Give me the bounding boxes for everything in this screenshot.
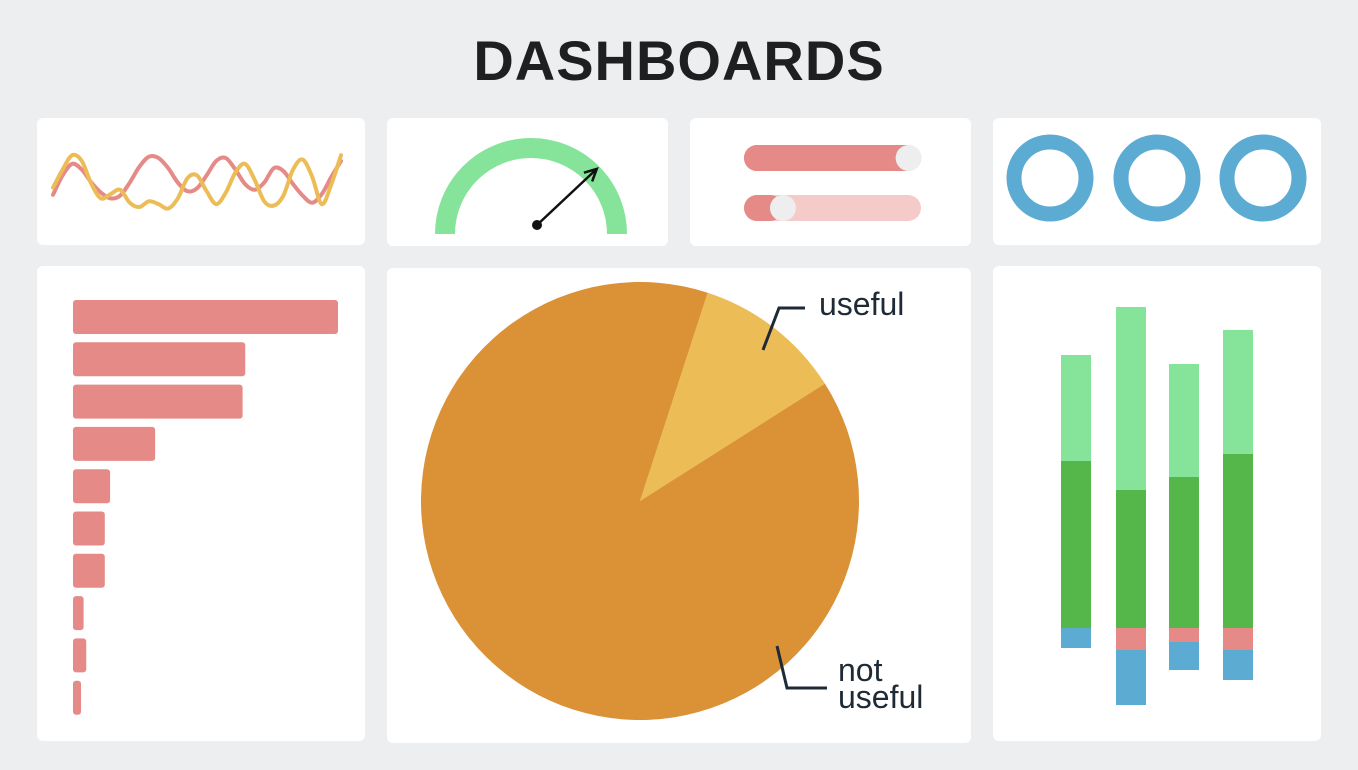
stacked-bar-4-segment-2 [1223,454,1253,628]
line-series-1 [51,153,343,205]
line-chart-card [37,118,365,245]
pie-slice-not-useful [420,281,859,720]
hbar-1 [73,300,338,334]
useful-leader-line [761,306,805,351]
ring-icon-3 [1219,134,1307,222]
hbar-9 [73,638,87,673]
stacked-bar-4-segment-4 [1223,650,1253,680]
hbar-3 [73,384,243,419]
gauge-needle [536,167,598,226]
stacked-bar-3-segment-1 [1169,364,1199,477]
not-useful-label-line1: not [838,652,883,688]
gauge-arc [435,138,627,235]
hbar-8 [73,596,84,631]
ring-icon-1 [1006,134,1094,222]
gauge-needle-arrow-icon [583,166,599,182]
ring-icon-2 [1113,134,1201,222]
gauge-pivot [532,220,542,230]
hbar-6 [73,511,105,546]
stacked-bar-2-segment-1 [1116,307,1146,490]
slider-knob-2[interactable] [769,195,796,221]
hbar-10 [73,680,81,715]
stacked-bar-2-segment-2 [1116,490,1146,628]
rings [1006,134,1307,222]
not-useful-leader-line [775,645,827,690]
stacked-bar-1-segment-1 [1061,355,1091,461]
not-useful-label-line2: useful [838,679,923,715]
useful-label: useful [819,286,904,322]
pie-chart: useful not useful [420,281,923,720]
stacked-bar-1-segment-2 [1061,461,1091,628]
stacked-bar-chart-card [993,266,1321,741]
line-chart [51,152,343,211]
stacked-bar-1-segment-4 [1061,628,1091,648]
stacked-bar-4-segment-1 [1223,330,1253,454]
hbar-chart-card [37,266,365,741]
hbar-7 [73,553,105,588]
page-title: DASHBOARDS [473,29,885,92]
pie-slice-useful [640,292,825,501]
line-series-2 [51,152,343,211]
pie-chart-card: useful not useful [387,268,971,743]
sliders-card [690,118,971,246]
stacked-bar-4-segment-3 [1223,628,1253,650]
stacked-bar-3-segment-2 [1169,477,1199,628]
slider-knob-1[interactable] [895,145,922,171]
sliders [744,145,922,221]
gauge [435,138,627,235]
stacked-bar-3-segment-4 [1169,642,1199,670]
hbar-4 [73,426,156,461]
rings-card [993,118,1321,245]
stacked-bar-2-segment-3 [1116,628,1146,650]
stacked-bar-3-segment-3 [1169,628,1199,642]
stacked-bar-2-segment-4 [1116,650,1146,705]
hbar-2 [73,342,246,377]
gauge-card [387,118,668,246]
slider-fill-1 [744,145,909,171]
hbar-chart [73,300,338,715]
hbar-5 [73,469,111,504]
stacked-bar-chart [1061,307,1253,705]
